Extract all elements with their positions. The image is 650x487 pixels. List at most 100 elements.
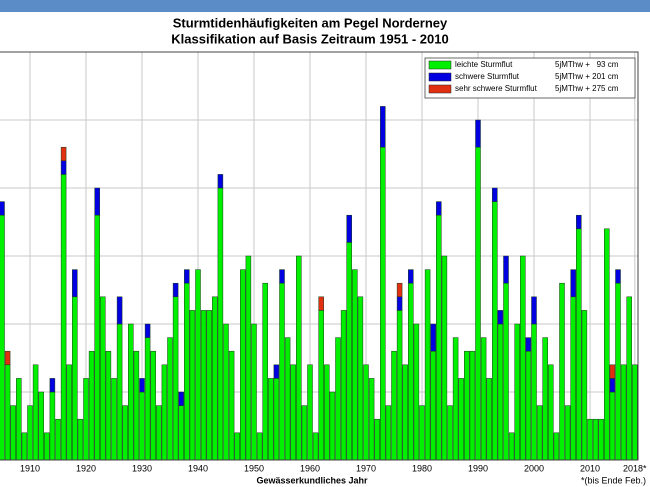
bar-segment (374, 418, 380, 461)
legend-threshold: 5jMThw + 275 cm (555, 84, 619, 93)
bar-segment (497, 323, 504, 461)
bar-segment (318, 310, 324, 461)
bar-segment (312, 432, 319, 461)
bar-segment (245, 255, 252, 461)
footnote: *(bis Ende Feb.) (581, 475, 646, 485)
plot-frame (0, 51, 639, 461)
legend-label: leichte Sturmflut (455, 60, 513, 69)
bar-segment (609, 391, 616, 461)
bar-segment (256, 432, 263, 461)
bar-segment (626, 296, 632, 461)
bar-segment (436, 214, 442, 461)
bar-segment (284, 337, 291, 461)
bar-segment (172, 282, 179, 298)
bar-segment (290, 364, 296, 461)
bar-segment (380, 106, 386, 148)
bar-segment (503, 255, 509, 284)
bar-segment (570, 269, 576, 298)
bar-segment (419, 405, 425, 461)
bar-segment (413, 323, 420, 461)
x-axis-label: Gewässerkundliches Jahr (256, 475, 368, 485)
bar-segment (464, 350, 470, 461)
bar-segment (447, 405, 453, 461)
bar-segment (307, 364, 313, 461)
bar-segment (195, 269, 201, 461)
bar-segment (139, 378, 145, 393)
bar-segment (576, 214, 582, 230)
bar-segment (66, 364, 72, 461)
bar-segment (105, 350, 112, 461)
bar-segment (83, 378, 89, 461)
bar-segment (503, 282, 509, 461)
bar-segment (21, 432, 28, 461)
bar-segment (184, 269, 190, 284)
bar-segment (559, 282, 565, 461)
bar-segment (492, 201, 498, 461)
bar-segment (212, 296, 218, 461)
bar-segment (273, 378, 280, 461)
bar-segment (458, 378, 464, 461)
bar-segment (273, 364, 280, 379)
bar-segment (178, 405, 184, 461)
bar-segment (604, 228, 610, 461)
bar-segment (564, 405, 571, 461)
bar-segment (0, 214, 5, 461)
bar-segment (363, 364, 369, 461)
bar-segment (234, 432, 240, 461)
x-tick-label: 2010 (580, 463, 600, 473)
bar-segment (531, 323, 537, 461)
bar-segment (4, 350, 11, 366)
x-tick-label: 1950 (244, 463, 264, 473)
bar-segment (430, 323, 436, 352)
bar-segment (27, 405, 33, 461)
bar-segment (72, 269, 78, 298)
bar-segment (77, 418, 84, 461)
legend-threshold: 5jMThw + 201 cm (555, 72, 619, 81)
x-tick-label: 1920 (76, 463, 96, 473)
bar-segment (508, 432, 515, 461)
bar-segment (144, 337, 151, 461)
x-tick-label: 2000 (524, 463, 544, 473)
bar-segment (4, 364, 11, 461)
bar-segment (452, 337, 459, 461)
bar-segment (60, 160, 67, 175)
bar-segment (133, 350, 140, 461)
bar-segment (296, 255, 302, 461)
x-tick-label: 1970 (356, 463, 376, 473)
bar-segment (396, 296, 403, 311)
bar-segment (262, 282, 268, 461)
bar-segment (150, 350, 156, 461)
bar-segment (72, 296, 78, 461)
bar-segment (49, 391, 56, 461)
bar-segment (156, 405, 162, 461)
bar-segment (598, 418, 604, 461)
bar-segment (396, 310, 403, 461)
bar-segment (184, 282, 190, 461)
bar-segment (301, 405, 308, 461)
bar-segment (346, 242, 352, 461)
bar-segment (100, 296, 106, 461)
bar-segment (408, 269, 414, 284)
bar-segment (38, 391, 44, 461)
bar-segment (380, 146, 386, 461)
bar-segment (335, 337, 341, 461)
bar-segment (279, 282, 285, 461)
bar-segment (531, 296, 537, 325)
bar-segment (251, 323, 257, 461)
legend-label: schwere Sturmflut (455, 72, 520, 81)
bar-segment (480, 337, 487, 461)
bar-segment (161, 364, 168, 461)
bar-segment (16, 378, 22, 461)
x-tick-label: 1960 (300, 463, 320, 473)
bar-segment (60, 146, 67, 162)
bar-segment (525, 350, 532, 461)
bar-segment (486, 378, 492, 461)
bar-segment (570, 296, 576, 461)
bar-segment (139, 391, 145, 461)
bar-segment (436, 201, 442, 216)
bar-segment (60, 174, 67, 461)
bar-segment (0, 201, 5, 216)
legend-box (424, 57, 636, 99)
bar-segment (200, 310, 207, 461)
bar-segment (475, 119, 481, 148)
